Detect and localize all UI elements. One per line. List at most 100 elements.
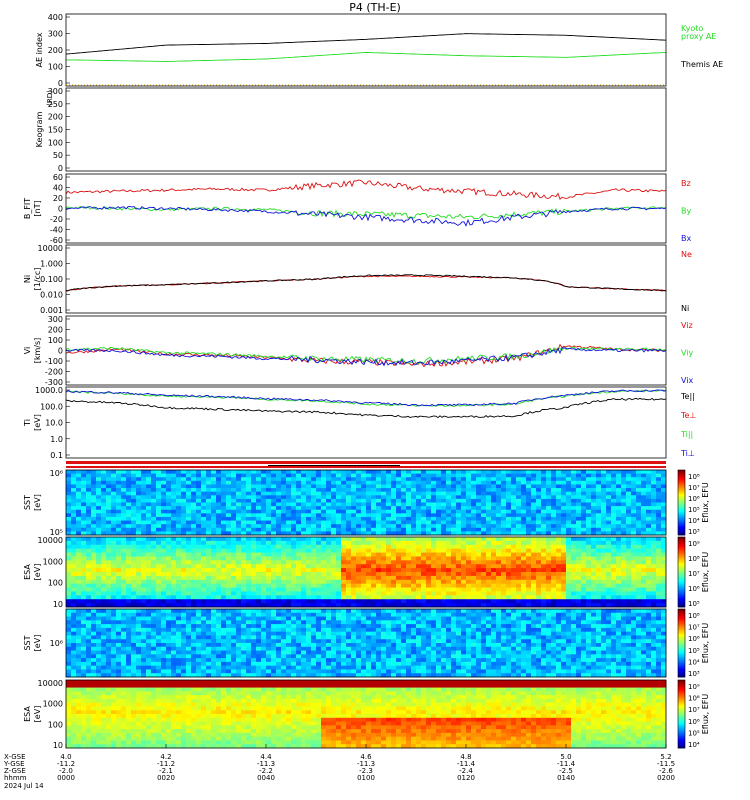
heatmap-cell — [116, 673, 122, 678]
heatmap-cell — [146, 552, 152, 557]
heatmap-cell — [381, 473, 387, 478]
heatmap-cell — [146, 595, 152, 600]
heatmap-cell — [141, 552, 147, 557]
heatmap-cell — [156, 552, 162, 557]
heatmap-cell — [311, 552, 317, 557]
heatmap-cell — [361, 599, 367, 604]
heatmap-cell — [581, 548, 587, 553]
heatmap-cell — [276, 488, 282, 493]
heatmap-cell — [306, 579, 312, 585]
heatmap-cell — [351, 591, 357, 596]
heatmap-cell — [136, 531, 142, 536]
heatmap-cell — [581, 595, 587, 600]
heatmap-cell — [161, 540, 167, 546]
heatmap-cell — [641, 531, 647, 536]
y-axis-sublabel: (RD) — [46, 90, 54, 106]
heatmap-cell — [336, 599, 342, 604]
heatmap-cell — [546, 579, 552, 585]
heatmap-cell — [136, 583, 142, 588]
heatmap-cell — [116, 639, 122, 644]
heatmap-cell — [376, 587, 382, 592]
heatmap-cell — [211, 572, 217, 577]
heatmap-cell — [471, 524, 477, 529]
heatmap-cell — [346, 484, 352, 489]
heatmap-cell — [526, 524, 532, 529]
heatmap-cell — [271, 484, 277, 489]
heatmap-cell — [326, 524, 332, 529]
heatmap-cell — [626, 572, 632, 577]
heatmap-cell — [201, 509, 207, 514]
heatmap-cell — [491, 477, 497, 482]
heatmap-cell — [316, 587, 322, 592]
heatmap-cell — [416, 527, 422, 532]
colorbar-cell — [678, 582, 685, 585]
heatmap-cell — [466, 568, 472, 573]
heatmap-cell — [421, 560, 427, 565]
heatmap-cell — [336, 506, 342, 511]
heatmap-cell — [91, 646, 97, 651]
heatmap-cell — [521, 603, 527, 608]
heatmap-cell — [461, 572, 467, 577]
heatmap-cell — [586, 572, 592, 577]
heatmap-cell — [346, 531, 352, 536]
heatmap-cell — [281, 484, 287, 489]
heatmap-cell — [206, 520, 212, 525]
y-tick-label: 10000 — [38, 244, 63, 253]
heatmap-cell — [651, 544, 657, 550]
heatmap-cell — [296, 572, 302, 577]
heatmap-cell — [331, 527, 337, 532]
heatmap-cell — [271, 599, 277, 604]
heatmap-cell — [346, 564, 352, 569]
heatmap-cell — [186, 527, 192, 532]
heatmap-cell — [136, 665, 142, 670]
heatmap-cell — [636, 488, 642, 493]
heatmap-cell — [451, 583, 457, 588]
heatmap-cell — [196, 516, 202, 521]
heatmap-cell — [566, 498, 572, 503]
heatmap-cell — [116, 548, 122, 553]
heatmap-cell — [586, 599, 592, 604]
heatmap-cell — [416, 470, 422, 475]
heatmap-cell — [116, 568, 122, 573]
heatmap-cell — [411, 488, 417, 493]
heatmap-cell — [401, 548, 407, 553]
heatmap-cell — [96, 665, 102, 670]
heatmap-cell — [646, 509, 652, 514]
heatmap-cell — [66, 583, 72, 588]
heatmap-cell — [311, 502, 317, 507]
y-tick-label: 0.001 — [40, 306, 63, 315]
heatmap-cell — [531, 544, 537, 550]
heatmap-cell — [551, 552, 557, 557]
heatmap-cell — [661, 537, 667, 542]
heatmap-cell — [636, 587, 642, 592]
heatmap-cell — [321, 540, 327, 546]
heatmap-cell — [251, 548, 257, 553]
legend-label: Kyoto — [681, 24, 703, 33]
heatmap-cell — [276, 491, 282, 496]
heatmap-cell — [426, 506, 432, 511]
heatmap-cell — [211, 470, 217, 475]
heatmap-cell — [71, 484, 77, 489]
heatmap-cell — [436, 568, 442, 573]
heatmap-cell — [271, 575, 277, 581]
heatmap-cell — [376, 470, 382, 475]
heatmap-cell — [91, 502, 97, 507]
heatmap-cell — [576, 527, 582, 532]
heatmap-cell — [661, 513, 667, 518]
heatmap-cell — [621, 531, 627, 536]
heatmap-cell — [406, 513, 412, 518]
heatmap-cell — [536, 470, 542, 475]
heatmap-cell — [71, 603, 77, 608]
heatmap-cell — [576, 484, 582, 489]
heatmap-cell — [506, 513, 512, 518]
heatmap-cell — [346, 524, 352, 529]
heatmap-cell — [156, 616, 162, 621]
heatmap-cell — [406, 491, 412, 496]
heatmap-cell — [606, 473, 612, 478]
heatmap-cell — [81, 568, 87, 573]
heatmap-cell — [251, 498, 257, 503]
heatmap-cell — [251, 603, 257, 608]
heatmap-cell — [286, 575, 292, 581]
heatmap-cell — [71, 516, 77, 521]
heatmap-cell — [661, 568, 667, 573]
